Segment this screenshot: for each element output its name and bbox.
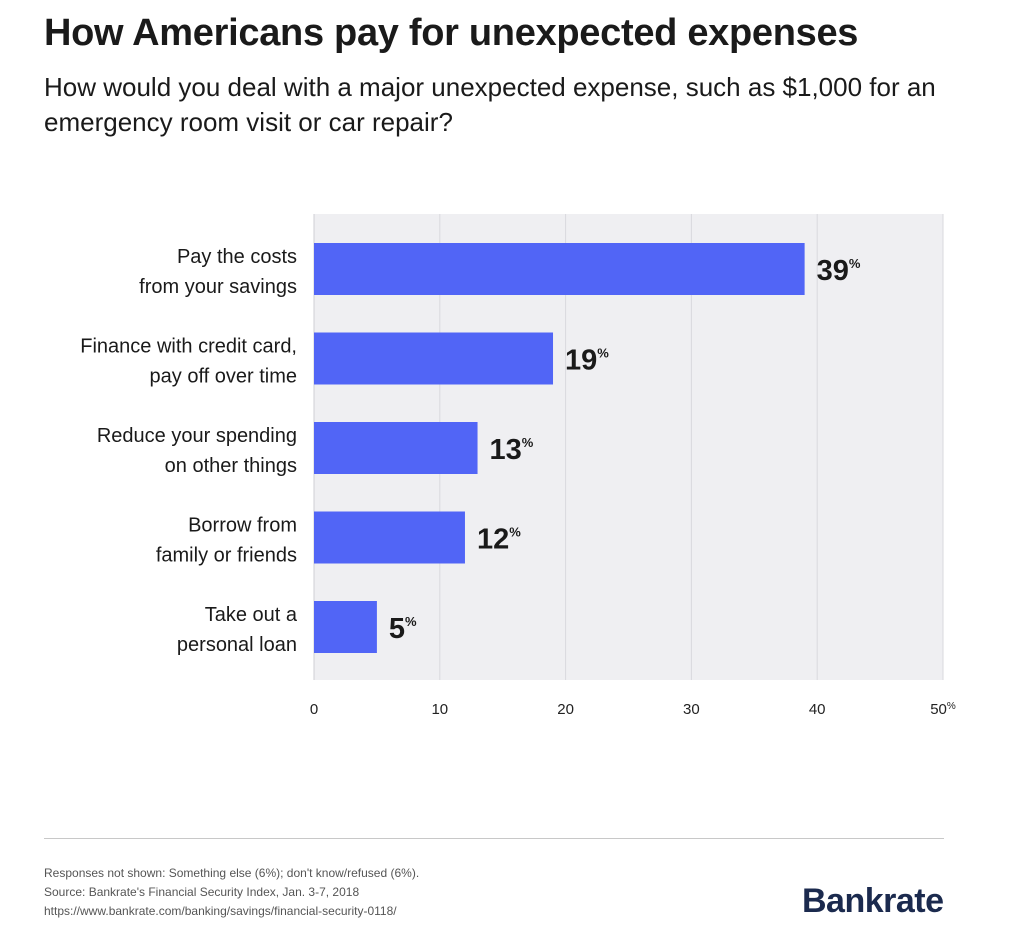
footnotes: Responses not shown: Something else (6%)… xyxy=(44,864,419,921)
category-label: Borrow from family or friends xyxy=(156,515,297,567)
category-label: Finance with credit card, pay off over ti… xyxy=(80,336,297,388)
footer-divider xyxy=(44,838,944,839)
footnote-source: Source: Bankrate's Financial Security In… xyxy=(44,885,360,899)
category-label: Pay the costs from your savings xyxy=(139,246,297,298)
chart-title: How Americans pay for unexpected expense… xyxy=(44,12,859,54)
x-tick-label: 10 xyxy=(431,701,448,718)
category-label: Take out a personal loan xyxy=(177,604,298,656)
bar xyxy=(314,422,478,474)
x-tick-label: 50% xyxy=(930,701,956,718)
x-tick-label: 0 xyxy=(310,701,318,718)
footnote-responses-not-shown: Responses not shown: Something else (6%)… xyxy=(44,866,420,880)
footnote-url[interactable]: https://www.bankrate.com/banking/savings… xyxy=(44,904,397,918)
bar xyxy=(314,243,805,295)
bar xyxy=(314,511,465,564)
x-tick-label: 40 xyxy=(809,701,826,718)
x-tick-label: 30 xyxy=(683,701,700,718)
category-label: Reduce your spending on other things xyxy=(97,425,297,477)
bankrate-logo: Bankrate xyxy=(802,882,944,920)
x-tick-label: 20 xyxy=(557,701,574,718)
chart-subtitle: How would you deal with a major unexpect… xyxy=(44,72,936,137)
bar xyxy=(314,332,554,385)
bar xyxy=(314,601,377,653)
